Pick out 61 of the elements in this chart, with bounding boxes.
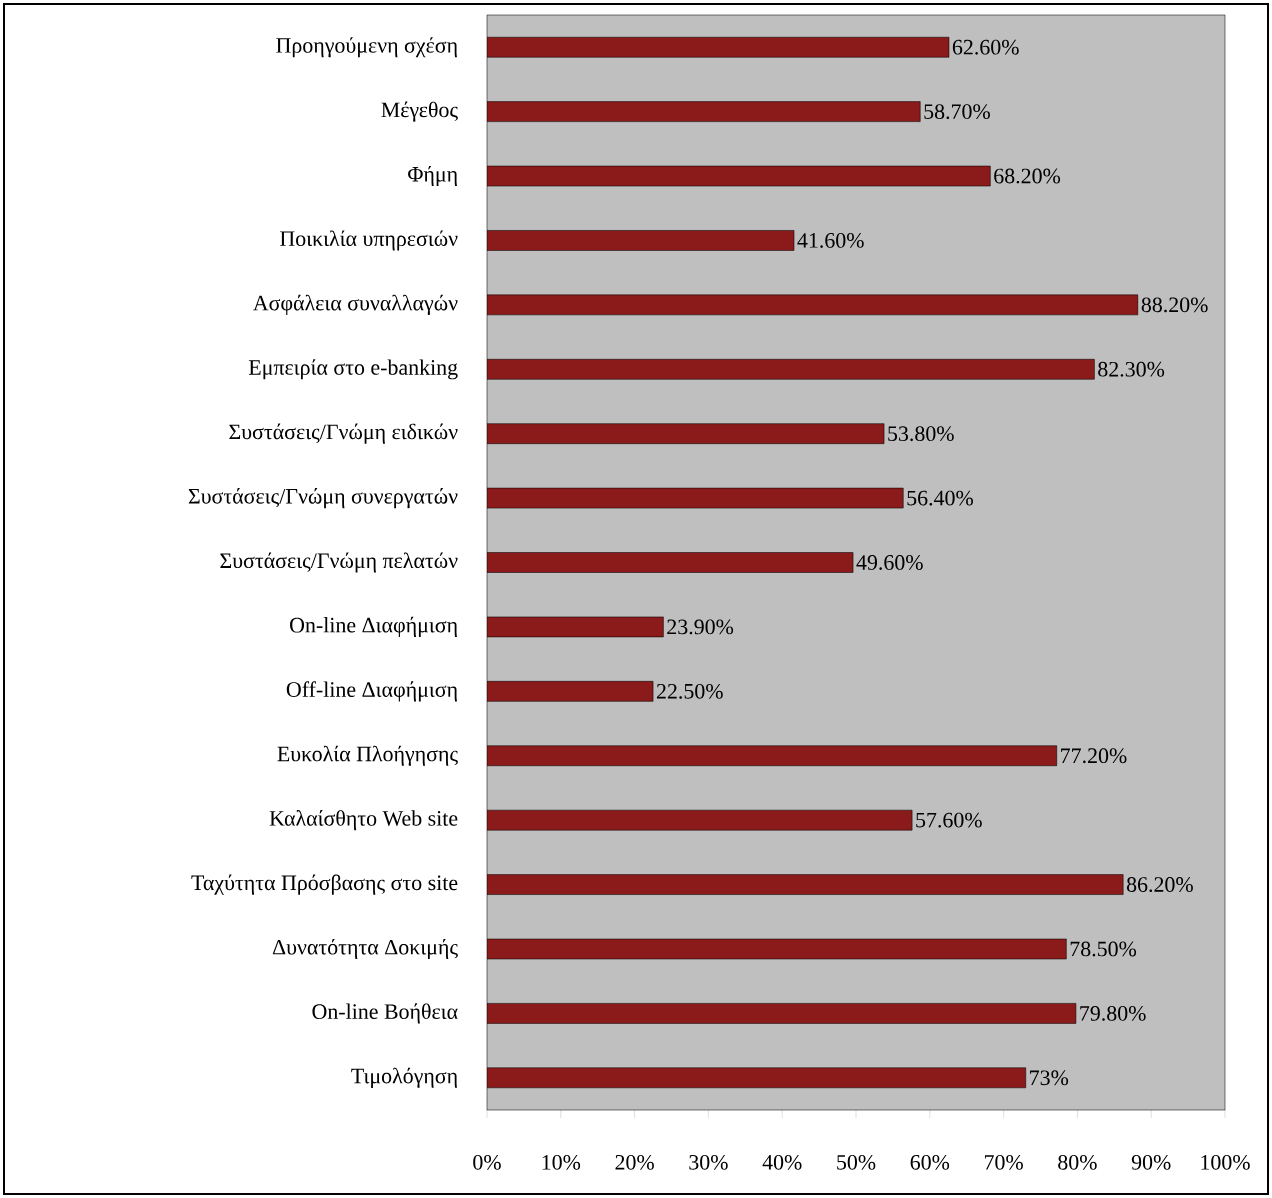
bar (487, 230, 795, 251)
y-tick-label: Καλαίσθητο Web site (269, 810, 458, 831)
y-tick-label: Φήμη (408, 165, 457, 187)
data-label: 49.60% (856, 555, 923, 570)
data-label: 41.60% (797, 233, 864, 248)
bar (487, 423, 885, 444)
x-tick-label: 50% (837, 1154, 876, 1170)
y-tick-label: Ποικιλία υπηρεσιών (280, 230, 458, 251)
y-tick-label: Off-line Διαφήμιση (286, 681, 457, 702)
data-label: 88.20% (1141, 297, 1208, 313)
bar (487, 101, 921, 122)
x-tick-label: 70% (984, 1154, 1023, 1170)
data-label: 56.40% (907, 490, 973, 506)
y-tick-label: Προηγούμενη σχέση (276, 37, 457, 58)
bar (487, 165, 991, 187)
data-label: 57.60% (916, 812, 982, 828)
bar (487, 938, 1067, 960)
bar (487, 552, 854, 573)
x-tick-label: 60% (910, 1154, 950, 1170)
y-tick-label: Συστάσεις/Γνώμη συνεργατών (188, 488, 458, 509)
y-tick-label: Συστάσεις/Γνώμη πελατών (220, 552, 458, 573)
x-tick-label: 20% (615, 1154, 654, 1170)
bar (487, 809, 913, 831)
data-label: 79.80% (1080, 1005, 1146, 1021)
x-tick-label: 100% (1201, 1154, 1250, 1170)
y-tick-label: On-line Βοήθεια (312, 1003, 458, 1024)
data-label: 22.50% (656, 683, 723, 699)
bar (487, 1067, 1027, 1089)
data-label: 68.20% (994, 168, 1061, 184)
bar (487, 1003, 1077, 1024)
bar (487, 359, 1095, 380)
x-tick-label: 0% (473, 1154, 501, 1170)
data-label: 86.20% (1126, 877, 1193, 893)
y-tick-label: Εμπειρία στο e-banking (248, 359, 458, 380)
data-label: 73% (1030, 1070, 1069, 1086)
y-tick-label: Τιμολόγηση (351, 1067, 457, 1088)
data-label: 82.30% (1098, 361, 1165, 377)
y-tick-label: Μέγεθος (381, 101, 458, 122)
bar (487, 681, 654, 702)
data-label: 78.50% (1070, 941, 1137, 957)
y-tick-label: Ταχύτητα Πρόσβασης στο site (191, 874, 458, 895)
y-tick-label: Ασφάλεια συναλλαγών (253, 294, 458, 315)
x-tick-label: 10% (542, 1154, 581, 1170)
x-tick-label: 90% (1131, 1154, 1171, 1170)
x-tick-label: 30% (689, 1154, 728, 1170)
data-label: 62.60% (952, 39, 1019, 55)
y-tick-label: On-line Διαφήμιση (290, 616, 457, 637)
bar (487, 294, 1139, 316)
data-label: 23.90% (667, 619, 734, 635)
bar (487, 745, 1058, 767)
data-label: 53.80% (888, 426, 954, 442)
x-tick-label: 40% (762, 1154, 802, 1170)
y-tick-label: Συστάσεις/Γνώμη ειδικών (229, 423, 458, 444)
bar (487, 36, 950, 58)
bar (487, 874, 1124, 895)
y-tick-label: Ευκολία Πλοήγησης (277, 745, 458, 766)
data-label: 58.70% (924, 104, 990, 120)
y-tick-label: Δυνατότητα Δοκιμής (272, 938, 458, 960)
data-label: 77.20% (1061, 748, 1127, 764)
x-tick-label: 80% (1058, 1154, 1097, 1170)
bar (487, 487, 904, 509)
